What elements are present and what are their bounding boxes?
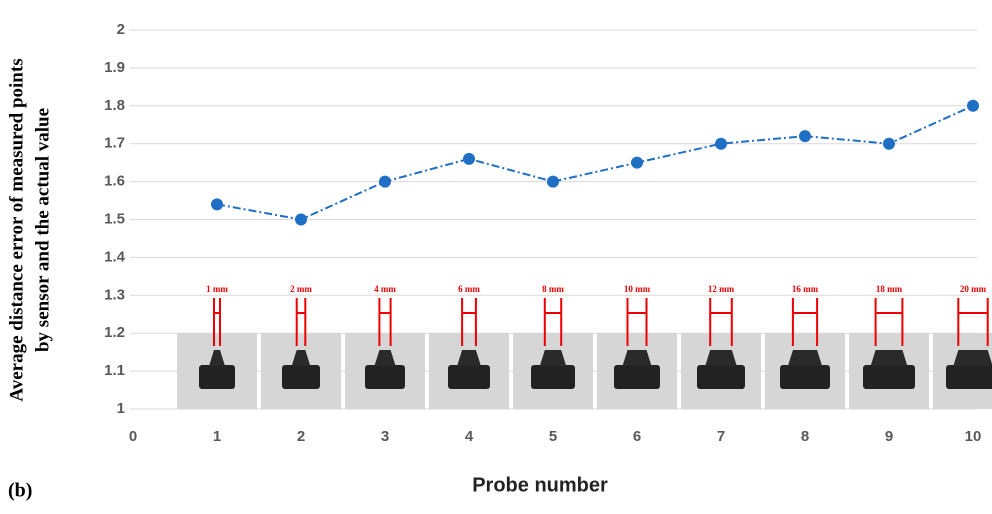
probe-tip xyxy=(788,350,822,366)
chart: (b) Probe number Average distance error … xyxy=(0,0,992,514)
probe-body xyxy=(365,365,405,389)
data-point xyxy=(211,198,223,210)
y-tick-label: 1.6 xyxy=(104,173,125,190)
x-tick-label: 0 xyxy=(129,428,137,445)
size-annotation: 12 mm xyxy=(708,284,735,294)
probe-body xyxy=(531,365,575,389)
x-tick-label: 7 xyxy=(717,428,725,445)
probe-photo xyxy=(345,298,425,409)
x-tick-label: 9 xyxy=(885,428,893,445)
x-tick-label: 10 xyxy=(965,428,982,445)
probe-photo xyxy=(933,298,992,409)
probe-tip xyxy=(705,350,737,366)
x-tick-label: 3 xyxy=(381,428,389,445)
y-axis-label: Average distance error of measured point… xyxy=(6,58,27,401)
x-tick-label: 4 xyxy=(465,428,474,445)
y-tick-label: 1.2 xyxy=(104,324,125,341)
x-tick-label: 8 xyxy=(801,428,809,445)
data-point xyxy=(463,153,475,165)
data-point xyxy=(631,157,643,169)
probe-body xyxy=(946,365,992,389)
y-tick-label: 2 xyxy=(117,21,125,38)
data-point xyxy=(883,138,895,150)
probe-body xyxy=(199,365,235,389)
data-line xyxy=(217,106,973,220)
probe-body xyxy=(697,365,745,389)
size-annotation: 1 mm xyxy=(206,284,228,294)
probe-tip xyxy=(871,350,908,366)
probe-photo xyxy=(429,298,509,409)
y-tick-label: 1.9 xyxy=(104,59,125,76)
y-axis-label: by sensor and the actual value xyxy=(32,108,53,352)
probe-body xyxy=(282,365,320,389)
y-tick-label: 1.4 xyxy=(104,248,126,265)
data-point xyxy=(967,100,979,112)
size-annotation: 18 mm xyxy=(876,284,903,294)
probe-photo xyxy=(681,298,761,409)
data-point xyxy=(547,176,559,188)
data-point xyxy=(295,214,307,226)
y-tick-label: 1.3 xyxy=(104,286,125,303)
panel-label: (b) xyxy=(8,480,32,502)
size-annotation: 8 mm xyxy=(542,284,564,294)
size-annotation: 10 mm xyxy=(624,284,651,294)
probe-tip xyxy=(953,350,992,366)
probe-body xyxy=(614,365,660,389)
probe-photo xyxy=(261,298,341,409)
x-axis-label: Probe number xyxy=(472,474,608,496)
size-annotation: 20 mm xyxy=(960,284,987,294)
size-annotation: 16 mm xyxy=(792,284,819,294)
data-point xyxy=(379,176,391,188)
x-tick-label: 1 xyxy=(213,428,221,445)
probe-photo xyxy=(177,298,257,409)
y-tick-label: 1.8 xyxy=(104,97,125,114)
probe-photo xyxy=(513,298,593,409)
size-annotation: 4 mm xyxy=(374,284,396,294)
x-tick-label: 5 xyxy=(549,428,557,445)
y-tick-label: 1 xyxy=(117,400,125,417)
data-point xyxy=(799,130,811,142)
probe-tip xyxy=(623,350,652,366)
size-annotation: 2 mm xyxy=(290,284,312,294)
x-tick-label: 6 xyxy=(633,428,641,445)
probe-photo xyxy=(849,298,929,409)
probe-body xyxy=(448,365,490,389)
probe-body xyxy=(863,365,915,389)
probe-body xyxy=(780,365,830,389)
data-point xyxy=(715,138,727,150)
size-annotation: 6 mm xyxy=(458,284,480,294)
y-tick-label: 1.1 xyxy=(104,362,125,379)
x-tick-label: 2 xyxy=(297,428,305,445)
probe-photo xyxy=(765,298,845,409)
probe-photo xyxy=(597,298,677,409)
y-tick-label: 1.5 xyxy=(104,210,125,227)
y-tick-label: 1.7 xyxy=(104,135,125,152)
